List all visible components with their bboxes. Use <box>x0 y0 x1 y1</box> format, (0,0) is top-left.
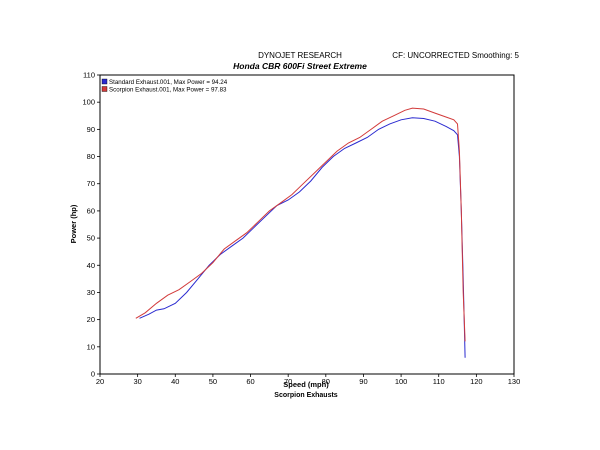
y-tick-label: 90 <box>87 125 95 134</box>
y-tick-label: 70 <box>87 179 95 188</box>
y-axis-label: Power (hp) <box>69 204 78 243</box>
footer-caption: Scorpion Exhausts <box>274 392 338 399</box>
y-tick-label: 80 <box>87 152 95 161</box>
x-tick-label: 70 <box>284 377 292 386</box>
y-tick-label: 10 <box>87 342 95 351</box>
header-cf-info: CF: UNCORRECTED Smoothing: 5 <box>392 51 519 60</box>
x-tick-label: 120 <box>470 377 483 386</box>
legend-entry-2: Scorpion Exhaust.001, Max Power = 97.83 <box>109 87 227 94</box>
header-company: DYNOJET RESEARCH <box>258 51 342 60</box>
x-tick-label: 110 <box>433 377 445 386</box>
legend-swatch-1 <box>101 78 108 85</box>
legend-swatch-2 <box>101 86 108 92</box>
y-tick-label: 100 <box>82 98 95 107</box>
y-tick-label: 50 <box>87 234 95 243</box>
y-tick-label: 110 <box>83 71 95 80</box>
x-tick-label: 100 <box>395 377 408 386</box>
x-tick-label: 40 <box>171 377 179 386</box>
x-tick-label: 80 <box>322 377 330 386</box>
series-line-1 <box>139 117 466 358</box>
x-tick-label: 60 <box>246 377 254 386</box>
x-axis-label: Speed (mph) <box>283 380 329 389</box>
x-tick-label: 130 <box>508 377 521 386</box>
plot-frame <box>99 74 515 375</box>
plot-area: 20 30 40 50 60 70 80 90 100 110 120 130 0 10 20 30 40 50 6… <box>82 71 520 387</box>
y-tick-label: 40 <box>87 261 95 270</box>
header-title: Honda CBR 600Fi Street Extreme <box>233 61 367 71</box>
y-tick-label: 20 <box>87 315 95 324</box>
legend-entry-1: Standard Exhaust.001, Max Power = 94.24 <box>109 79 228 86</box>
y-tick-label: 30 <box>87 288 95 297</box>
x-tick-label: 90 <box>359 377 367 386</box>
y-tick-label: 0 <box>91 370 95 379</box>
y-tick-label: 60 <box>87 206 95 215</box>
series-line-2 <box>135 107 466 342</box>
x-tick-label: 50 <box>209 377 217 386</box>
x-tick-label: 20 <box>96 377 104 386</box>
x-tick-label: 30 <box>133 377 141 386</box>
